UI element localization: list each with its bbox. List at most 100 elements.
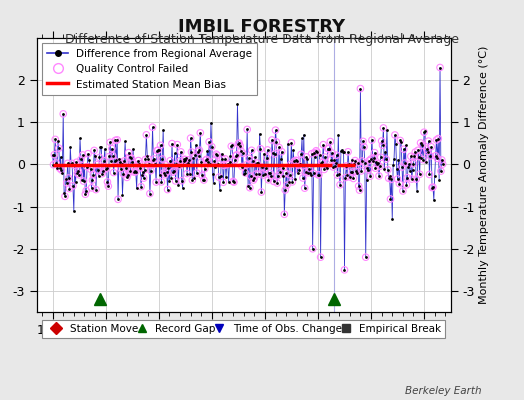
Point [424, 138, 433, 144]
Point [293, 170, 302, 176]
Point [113, 137, 122, 143]
Point [127, 155, 136, 161]
Point [49, 162, 58, 168]
Point [319, 142, 328, 148]
Point [285, 179, 293, 185]
Legend: Station Move, Record Gap, Time of Obs. Change, Empirical Break: Station Move, Record Gap, Time of Obs. C… [42, 320, 445, 338]
Point [244, 182, 252, 189]
Point [395, 180, 403, 187]
Point [207, 120, 215, 126]
Point [161, 172, 169, 178]
Point [368, 137, 376, 143]
Point [432, 137, 441, 143]
Point [178, 178, 186, 184]
Point [88, 177, 96, 183]
Point [264, 176, 272, 183]
Point [181, 156, 190, 163]
Point [364, 166, 373, 173]
Point [304, 170, 312, 176]
Point [90, 147, 99, 154]
Point [215, 187, 224, 193]
Point [391, 141, 400, 147]
Point [354, 160, 362, 166]
Point [290, 158, 298, 165]
Point [242, 162, 250, 168]
Point [129, 146, 137, 152]
Point [172, 161, 181, 168]
Point [249, 177, 258, 183]
Point [306, 170, 314, 176]
Point [107, 145, 116, 152]
Point [430, 197, 438, 203]
Point [336, 182, 344, 188]
Point [113, 137, 122, 143]
Point [275, 144, 283, 151]
Point [155, 146, 163, 153]
Point [77, 156, 85, 163]
Point [286, 172, 294, 178]
Point [184, 160, 192, 166]
Point [111, 137, 119, 144]
Point [81, 191, 90, 198]
Point [395, 180, 403, 187]
Point [313, 149, 321, 155]
Point [62, 180, 71, 186]
Point [282, 170, 290, 176]
Point [322, 163, 330, 169]
Point [210, 158, 219, 164]
Point [230, 179, 238, 185]
Point [123, 174, 131, 180]
Point [418, 142, 427, 148]
Point [74, 168, 82, 174]
Point [273, 180, 281, 186]
Point [165, 165, 173, 172]
Point [387, 176, 396, 182]
Point [218, 156, 226, 162]
Point [300, 132, 308, 138]
Point [387, 176, 396, 182]
Point [68, 160, 77, 167]
Point [93, 161, 101, 168]
Point [309, 246, 317, 252]
Point [173, 141, 181, 148]
Point [404, 164, 412, 170]
Point [271, 127, 280, 133]
Point [408, 176, 416, 182]
Point [416, 171, 424, 178]
Point [348, 169, 357, 175]
Point [79, 152, 87, 158]
Point [88, 177, 96, 183]
Point [337, 146, 346, 153]
Point [357, 168, 366, 174]
Point [255, 171, 263, 177]
Point [336, 182, 344, 188]
Point [241, 170, 249, 176]
Point [232, 153, 240, 159]
Point [116, 159, 124, 165]
Point [378, 142, 387, 148]
Point [340, 149, 348, 156]
Point [346, 174, 354, 180]
Point [325, 146, 334, 152]
Point [79, 152, 87, 158]
Point [210, 158, 219, 164]
Point [224, 160, 232, 167]
Point [436, 64, 444, 71]
Point [355, 187, 364, 193]
Point [243, 126, 252, 133]
Point [417, 140, 425, 146]
Point [243, 126, 252, 133]
Point [391, 132, 399, 138]
Point [147, 162, 156, 168]
Point [388, 216, 397, 222]
Point [174, 182, 182, 188]
Point [339, 149, 347, 155]
Point [310, 150, 319, 156]
Point [237, 148, 245, 154]
Point [151, 161, 159, 167]
Point [283, 182, 291, 188]
Point [239, 171, 248, 177]
Point [200, 177, 208, 183]
Point [170, 168, 178, 174]
Point [400, 160, 409, 166]
